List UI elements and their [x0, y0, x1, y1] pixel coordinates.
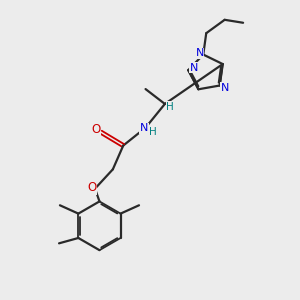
Text: H: H: [166, 102, 174, 112]
Text: N: N: [189, 63, 198, 73]
Text: H: H: [149, 127, 157, 137]
Text: N: N: [221, 83, 229, 93]
Text: N: N: [140, 123, 148, 133]
Text: O: O: [87, 181, 97, 194]
Text: N: N: [196, 48, 204, 58]
Text: O: O: [91, 123, 100, 136]
